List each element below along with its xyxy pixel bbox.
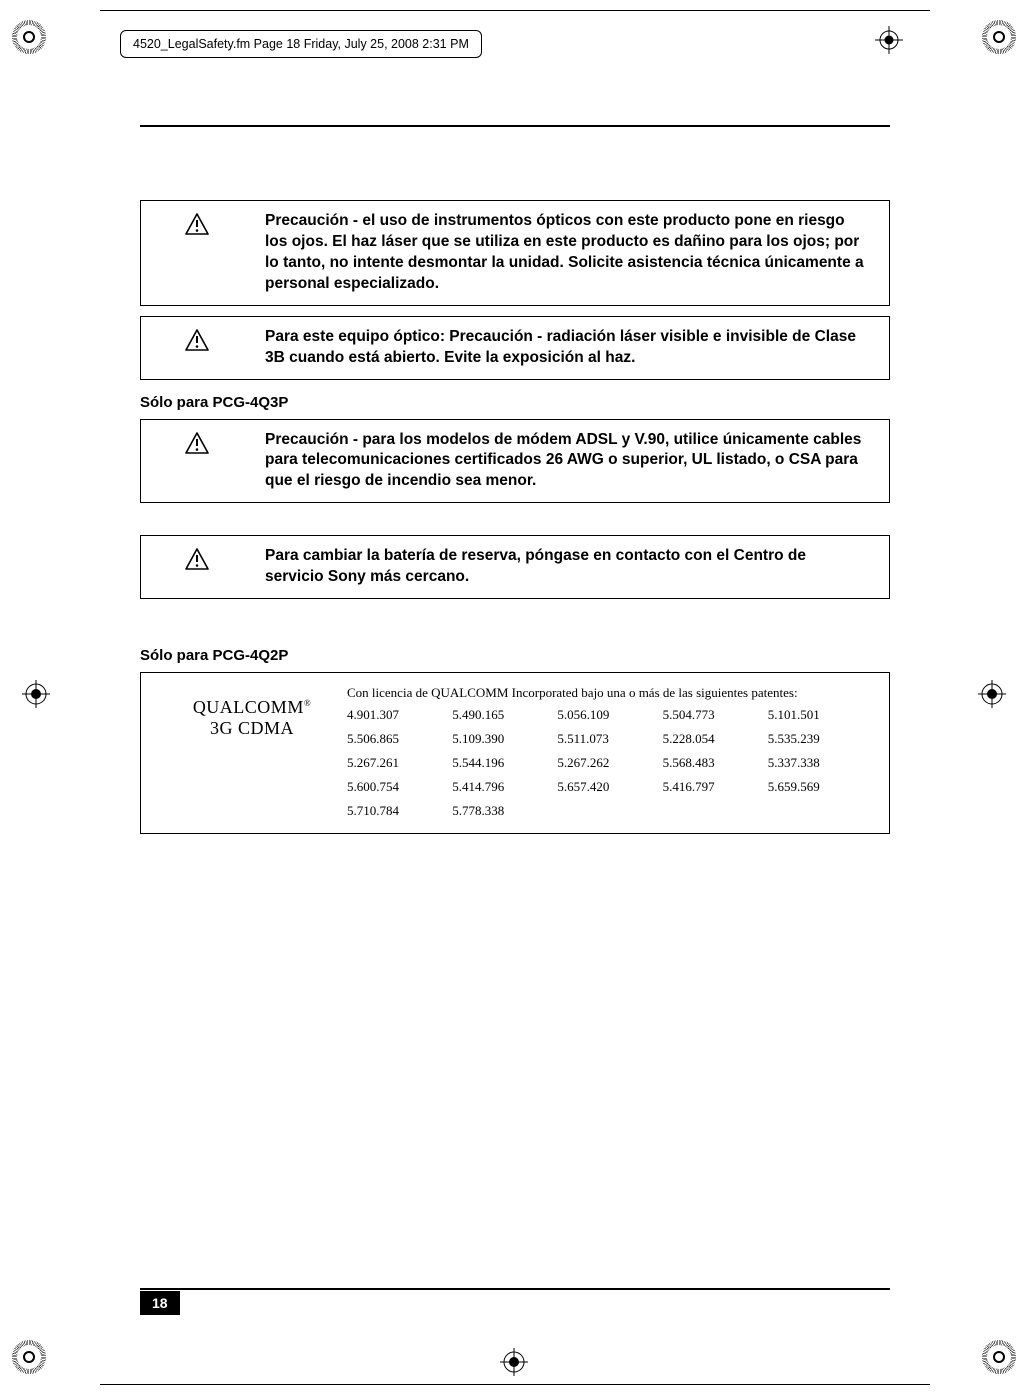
patent-number: 5.267.261 — [347, 755, 452, 771]
patent-number: 5.490.165 — [452, 707, 557, 723]
patent-number: 5.657.420 — [557, 779, 662, 795]
patent-number: 5.506.865 — [347, 731, 452, 747]
patent-number: 5.659.569 — [768, 779, 873, 795]
page-frame: 4520_LegalSafety.fm Page 18 Friday, July… — [100, 10, 930, 1385]
patent-number: 5.267.262 — [557, 755, 662, 771]
caution-text-1: Precaución - el uso de instrumentos ópti… — [265, 211, 875, 295]
qualcomm-subtext: 3G CDMA — [157, 718, 347, 739]
qualcomm-text: QUALCOMM — [193, 697, 304, 717]
patent-number: 5.544.196 — [452, 755, 557, 771]
content-area: Precaución - el uso de instrumentos ópti… — [140, 200, 890, 834]
registered-mark: ® — [304, 698, 311, 708]
crop-mark-tl — [12, 20, 46, 54]
patent-number: 5.504.773 — [663, 707, 768, 723]
header-filename-box: 4520_LegalSafety.fm Page 18 Friday, July… — [120, 30, 482, 58]
top-rule — [140, 125, 890, 127]
patent-number: 5.337.338 — [768, 755, 873, 771]
reg-mark-right — [978, 680, 1006, 708]
bottom-rule — [140, 1288, 890, 1290]
heading-pcg4q2p: Sólo para PCG-4Q2P — [140, 647, 890, 664]
page-number: 18 — [140, 1291, 180, 1315]
patent-number: 5.109.390 — [452, 731, 557, 747]
caution-text-3: Precaución - para los modelos de módem A… — [265, 430, 875, 493]
qualcomm-logo: QUALCOMM® 3G CDMA — [157, 685, 347, 819]
caution-box-2: Para este equipo óptico: Precaución - ra… — [140, 316, 890, 380]
patent-number: 5.778.338 — [452, 803, 557, 819]
patent-number: 5.056.109 — [557, 707, 662, 723]
patent-intro: Con licencia de QUALCOMM Incorporated ba… — [347, 685, 873, 701]
footer-rule — [100, 1384, 930, 1385]
patent-box: QUALCOMM® 3G CDMA Con licencia de QUALCO… — [140, 672, 890, 834]
caution-box-4: Para cambiar la batería de reserva, póng… — [140, 535, 890, 599]
caution-box-3: Precaución - para los modelos de módem A… — [140, 419, 890, 504]
patent-grid: 4.901.307 5.490.165 5.056.109 5.504.773 … — [347, 707, 873, 819]
reg-mark-left — [22, 680, 50, 708]
patent-number: 5.511.073 — [557, 731, 662, 747]
warning-icon — [155, 211, 265, 295]
header-rule — [100, 10, 930, 11]
warning-icon — [155, 327, 265, 369]
header-filename-text: 4520_LegalSafety.fm Page 18 Friday, July… — [133, 37, 469, 51]
warning-icon — [155, 546, 265, 588]
crop-mark-tr — [982, 20, 1016, 54]
patent-number: 5.416.797 — [663, 779, 768, 795]
patent-number: 5.710.784 — [347, 803, 452, 819]
page-number-text: 18 — [152, 1295, 168, 1311]
warning-icon — [155, 430, 265, 493]
caution-box-1: Precaución - el uso de instrumentos ópti… — [140, 200, 890, 306]
patent-number: 5.568.483 — [663, 755, 768, 771]
caution-text-4: Para cambiar la batería de reserva, póng… — [265, 546, 875, 588]
crop-mark-br — [982, 1340, 1016, 1374]
patent-number: 5.101.501 — [768, 707, 873, 723]
heading-pcg4q3p: Sólo para PCG-4Q3P — [140, 394, 890, 411]
patent-number: 5.600.754 — [347, 779, 452, 795]
patent-content: Con licencia de QUALCOMM Incorporated ba… — [347, 685, 873, 819]
patent-number: 5.228.054 — [663, 731, 768, 747]
crop-mark-bl — [12, 1340, 46, 1374]
caution-text-2: Para este equipo óptico: Precaución - ra… — [265, 327, 875, 369]
patent-number: 5.535.239 — [768, 731, 873, 747]
patent-number: 4.901.307 — [347, 707, 452, 723]
patent-number: 5.414.796 — [452, 779, 557, 795]
